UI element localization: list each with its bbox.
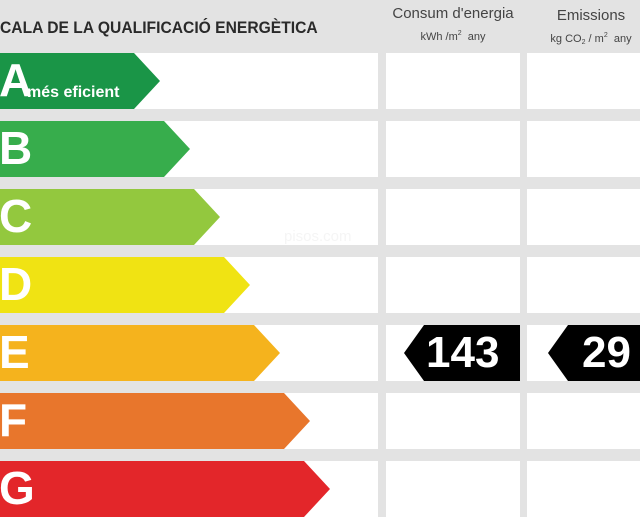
emissions-cell-g (527, 461, 640, 517)
emissions-cell-f (527, 393, 640, 449)
arrow-a-shape (0, 53, 160, 109)
arrow-d-shape (0, 257, 250, 313)
label-c: C (0, 189, 40, 245)
consumption-rating-shape (404, 325, 520, 381)
watermark: pisos.com (284, 228, 352, 245)
consumption-unit: kWh /m2 any (420, 30, 486, 43)
most-efficient-label: més eficient (27, 84, 120, 101)
consumption-value: 143 (426, 328, 500, 377)
letter-b: B (0, 122, 33, 175)
arrow-c (0, 189, 220, 245)
consumption-header: Consum d'energia kWh /m2 any (386, 5, 520, 44)
consumption-cell-a (386, 53, 520, 109)
emissions-header: Emissions kg CO2 / m2 any (527, 7, 640, 50)
label-e: E (0, 325, 40, 381)
arrow-g (0, 461, 330, 517)
arrow-f (0, 393, 310, 449)
label-b: B (0, 121, 40, 177)
letter-e: E (0, 326, 30, 379)
emissions-title: Emissions (556, 7, 626, 24)
consumption-cell-b (386, 121, 520, 177)
letter-d: D (0, 258, 33, 311)
label-f: F (0, 393, 40, 449)
arrow-f-shape (0, 393, 310, 449)
emissions-cell-b (527, 121, 640, 177)
emissions-cell-d (527, 257, 640, 313)
label-a: A (0, 53, 40, 109)
label-d: D (0, 257, 40, 313)
emissions-unit: kg CO2 / m2 any (550, 32, 632, 46)
arrow-e-shape (0, 325, 280, 381)
arrow-c-shape (0, 189, 220, 245)
consumption-cell-f (386, 393, 520, 449)
arrow-e (0, 325, 280, 381)
emissions-cell-c (527, 189, 640, 245)
arrow-b-shape (0, 121, 190, 177)
consumption-title: Consum d'energia (392, 5, 514, 22)
emissions-rating: 29 (548, 325, 640, 381)
consumption-cell-c (386, 189, 520, 245)
emissions-value: 29 (582, 328, 631, 377)
consumption-cell-d (386, 257, 520, 313)
arrow-a (0, 53, 160, 109)
letter-g: G (0, 462, 35, 515)
consumption-cell-g (386, 461, 520, 517)
letter-a: A (0, 54, 33, 107)
consumption-rating: 143 (404, 325, 520, 381)
emissions-cell-a (527, 53, 640, 109)
letter-f: F (0, 394, 28, 447)
arrow-g-shape (0, 461, 330, 517)
label-g: G (0, 461, 40, 517)
arrow-d (0, 257, 250, 313)
letter-c: C (0, 190, 33, 243)
arrow-b (0, 121, 190, 177)
emissions-rating-shape (548, 325, 640, 381)
page-title: CALA DE LA QUALIFICACIÓ ENERGÈTICA (0, 18, 318, 37)
